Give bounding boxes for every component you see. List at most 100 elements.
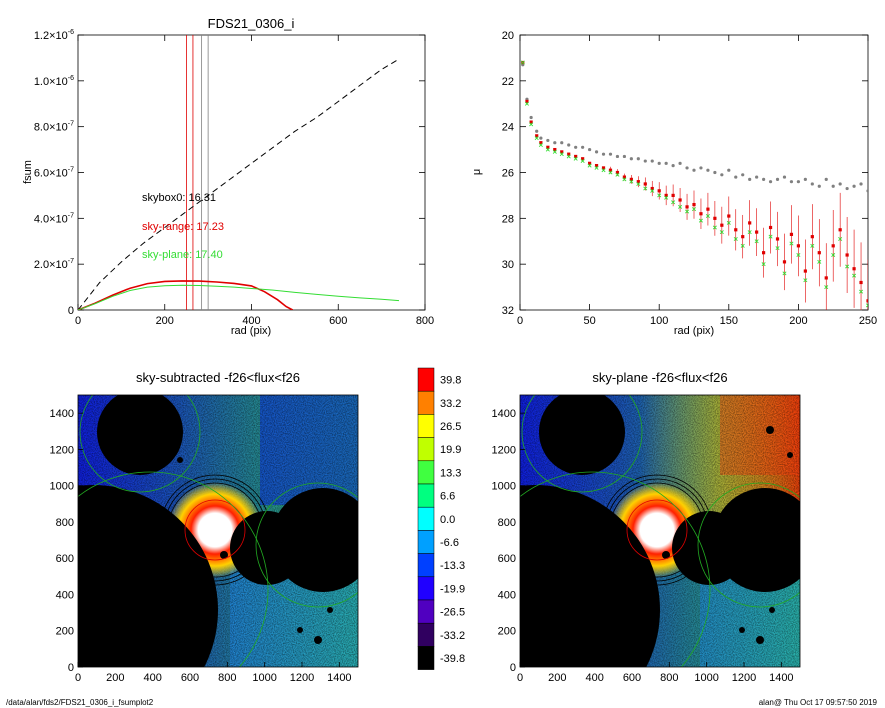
mu-point-skybox — [560, 141, 564, 145]
mu-point-skyrange — [734, 228, 738, 232]
fsum-ytick-label: 1.0×10-6 — [34, 75, 74, 88]
mu-point-skyplane — [545, 147, 550, 152]
sky-plane-xtick-label: 600 — [623, 672, 641, 684]
colorbar-swatch — [417, 530, 435, 554]
mu-point-skyrange — [581, 157, 585, 161]
mu-point-skyrange — [594, 164, 599, 168]
sky-subtracted-xtick-label: 200 — [106, 672, 124, 684]
mu-point-skyplane — [845, 264, 850, 269]
mu-point-skyplane — [838, 236, 843, 241]
mu-point-skybox — [685, 166, 689, 170]
mu-point-skybox — [529, 115, 533, 120]
mu-point-skyplane — [678, 204, 683, 209]
sky-plane-xtick-label: 1200 — [732, 672, 756, 684]
mu-point-skyplane — [782, 271, 787, 276]
sky-plane-xtick-label: 1400 — [769, 672, 793, 684]
mu-point-skybox — [810, 182, 814, 186]
mu-point-skyplane — [719, 230, 724, 235]
mu-point-skyplane — [685, 209, 690, 214]
colorbar-label: 6.6 — [440, 491, 455, 503]
mu-profile-panel: rad (pix) μ 0 50 100 150 200 250 20 22 24 26 28 30 3… — [471, 30, 877, 337]
mu-point-skyrange — [622, 175, 626, 179]
mu-point-skyrange — [699, 212, 703, 216]
mu-ytick-label: 20 — [502, 30, 514, 42]
mu-point-skyplane — [831, 252, 836, 258]
fsum-annotation: sky-plane: 17.40 — [142, 249, 223, 261]
mu-point-skyplane — [691, 207, 697, 212]
sky-plane-xtick-label: 1000 — [694, 672, 718, 684]
colorbar-label: 26.5 — [440, 421, 461, 433]
fsum-ytick-label: 2.0×10-7 — [34, 258, 74, 271]
sky-plane-image-panel: sky-plane -f26<flux<f26 — [492, 370, 801, 684]
colorbar-label: 0.0 — [440, 514, 455, 526]
footer-stamp: alan@ Thu Oct 17 09:57:50 2019 — [758, 698, 877, 707]
mu-point-skybox — [720, 173, 724, 177]
mu-point-skyplane — [615, 172, 620, 177]
sky-plane-ytick-label: 200 — [498, 626, 516, 638]
sky-subtracted-ytick-label: 1400 — [50, 408, 74, 420]
colorbar-swatch — [417, 390, 435, 415]
fsum-series-line — [78, 284, 400, 310]
fsum-ytick-label: 0 — [68, 305, 74, 317]
mu-ytick-label: 30 — [502, 259, 514, 271]
mu-point-skyplane — [524, 101, 529, 106]
mu-point-skyrange — [768, 225, 773, 230]
mu-point-skyrange — [615, 170, 620, 175]
mu-point-skyrange — [539, 141, 543, 145]
fsum-plot-frame — [77, 34, 426, 311]
mu-point-skyplane — [587, 163, 592, 168]
mu-point-skyplane — [622, 177, 627, 182]
mu-point-skyplane — [733, 236, 738, 241]
mu-xtick-label: 250 — [859, 315, 877, 327]
sky-plane-ytick-label: 1400 — [492, 408, 516, 420]
mu-ytick-label: 24 — [502, 122, 514, 134]
mu-point-skybox — [727, 168, 731, 172]
mu-xtick-label: 100 — [650, 315, 668, 327]
fsum-ylabel: fsum — [22, 160, 34, 184]
sky-subtracted-ytick-label: 400 — [56, 589, 74, 601]
colorbar-swatch — [417, 506, 435, 531]
mu-point-skyplane — [817, 259, 822, 264]
sky-subtracted-image — [78, 395, 358, 667]
mu-point-skybox — [629, 157, 633, 161]
mu-point-skybox — [775, 177, 780, 181]
mu-point-skybox — [755, 175, 759, 179]
mu-point-skyrange — [775, 237, 780, 241]
colorbar-swatch — [417, 599, 435, 624]
mu-point-skyrange — [838, 228, 842, 232]
mu-point-skyplane — [520, 60, 525, 65]
colorbar-swatch — [417, 483, 435, 508]
mu-point-skyrange — [692, 202, 696, 207]
sky-subtracted-xtick-label: 400 — [143, 672, 161, 684]
mu-point-skyrange — [608, 168, 613, 172]
sky-subtracted-xtick-label: 1200 — [290, 672, 314, 684]
mu-point-skyplane — [824, 285, 829, 290]
colorbar-swatch — [417, 367, 435, 392]
mu-point-skyrange — [546, 145, 550, 149]
mu-point-skyplane — [566, 154, 571, 159]
mu-point-skyplane — [629, 179, 634, 184]
mu-point-skybox — [789, 180, 794, 184]
fsum-title: FDS21_0306_i — [208, 16, 295, 31]
fsum-ytick-label: 6.0×10-7 — [34, 167, 74, 180]
sky-plane-ytick-label: 600 — [498, 553, 516, 565]
fsum-xtick-label: 200 — [156, 315, 174, 327]
sky-plane-xtick-label: 0 — [517, 672, 523, 684]
colorbar-label: 33.2 — [440, 398, 461, 410]
sky-plane-ytick-label: 1000 — [492, 481, 516, 493]
mu-point-skyrange — [824, 276, 828, 280]
mu-xlabel: rad (pix) — [674, 325, 714, 337]
mu-point-skyplane — [636, 181, 641, 186]
mu-point-skyrange — [671, 193, 675, 198]
colorbar-swatch — [417, 553, 435, 578]
sky-subtracted-xtick-label: 600 — [181, 672, 199, 684]
mu-point-skyplane — [740, 243, 745, 248]
mu-point-skyplane — [803, 278, 808, 283]
mu-point-skyplane — [559, 152, 564, 157]
mu-point-skyrange — [601, 166, 606, 170]
mu-point-skyplane — [810, 243, 815, 248]
mu-point-skyrange — [803, 269, 807, 273]
fsum-ytick-label: 1.2×10-6 — [34, 29, 74, 42]
mu-point-skyrange — [796, 244, 800, 248]
